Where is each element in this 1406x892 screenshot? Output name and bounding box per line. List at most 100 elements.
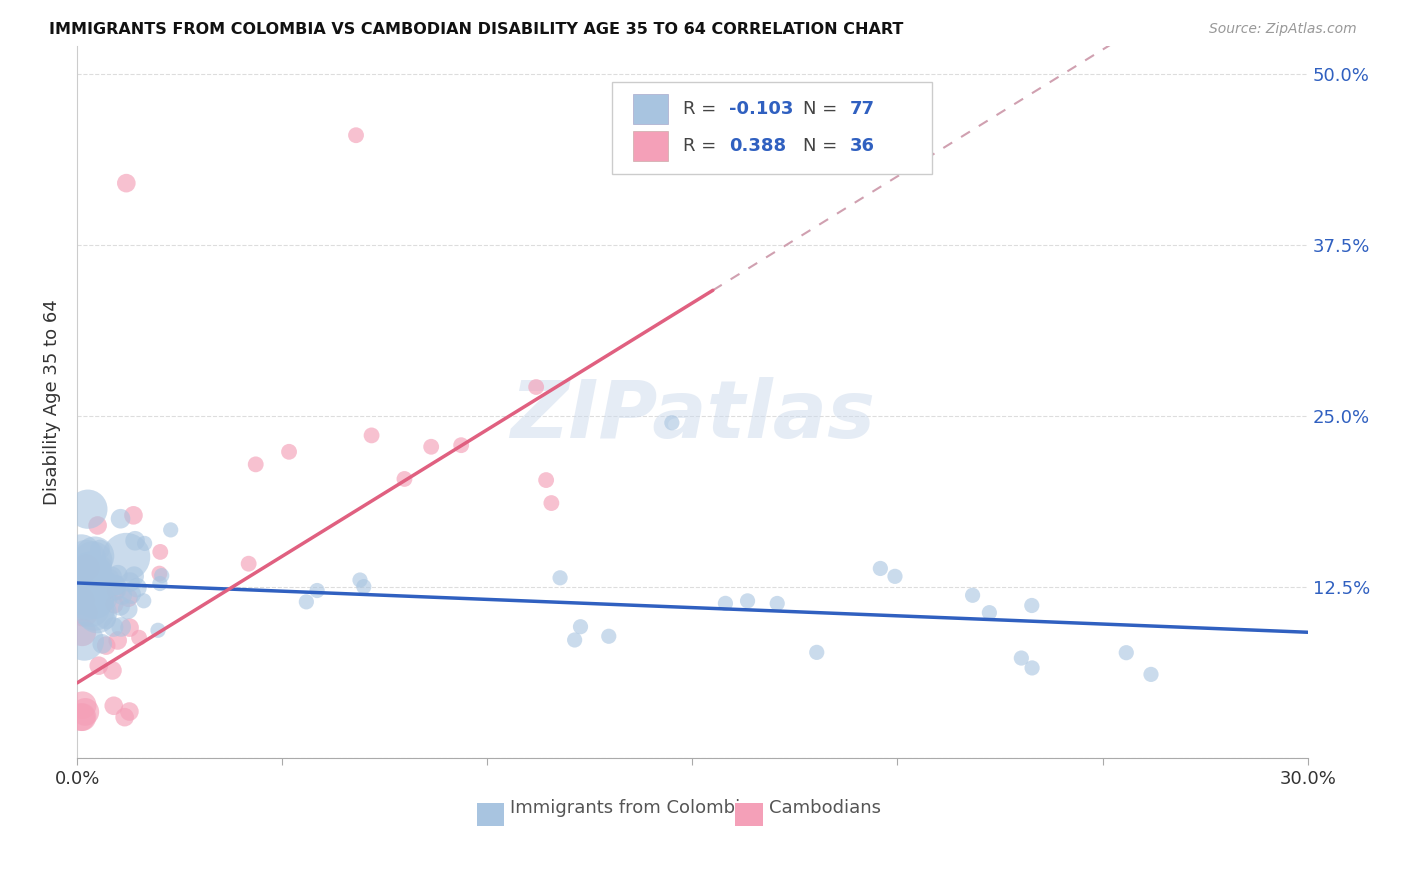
Point [122,569,145,583]
Point [149,545,172,559]
Point [76,593,98,607]
Point [115,549,138,564]
Point [73,634,96,648]
Point [114,710,136,724]
Point [132,594,155,608]
Point [120,587,142,601]
Point [103,698,125,713]
Point [70,593,93,607]
Point [110,512,132,526]
FancyBboxPatch shape [613,82,932,174]
Point [70,625,93,640]
Point [394,472,416,486]
Point [70,568,93,582]
Point [598,629,620,643]
Point [124,533,146,548]
Point [420,440,443,454]
Point [159,523,181,537]
Text: ZIPatlas: ZIPatlas [510,377,875,456]
Point [962,588,984,602]
Point [89,582,111,596]
Point [245,458,267,472]
Point [73,606,96,620]
Bar [633,94,668,124]
Point [714,596,737,610]
Point [105,578,128,592]
Point [94,574,117,589]
Point [91,583,114,598]
Point [101,664,124,678]
Point [89,542,111,557]
Point [118,705,141,719]
Point [450,438,472,452]
Point [524,380,547,394]
Point [101,569,124,583]
Text: R =: R = [682,136,721,155]
Point [344,128,367,143]
Point [1021,661,1043,675]
Point [91,637,114,651]
Text: R =: R = [682,100,721,118]
Point [80,574,103,588]
Point [564,632,586,647]
Point [82,554,104,568]
Point [540,496,562,510]
Point [103,597,125,611]
Point [806,645,828,659]
Point [83,604,105,618]
Point [146,624,169,638]
Point [110,620,132,634]
Point [307,583,329,598]
Point [1010,651,1032,665]
Bar [477,803,505,826]
Point [534,473,557,487]
Text: N =: N = [803,136,844,155]
Point [98,572,121,586]
Text: 0.388: 0.388 [730,136,786,155]
Point [128,631,150,645]
Point [117,602,139,616]
Text: N =: N = [803,100,844,118]
Point [111,588,134,602]
Bar [735,803,762,826]
Point [125,581,148,595]
Point [107,633,129,648]
Point [90,561,112,575]
Point [884,569,907,583]
Text: 77: 77 [849,100,875,118]
Point [548,571,571,585]
Text: Cambodians: Cambodians [769,799,880,817]
Point [766,597,789,611]
Point [79,564,101,578]
Point [349,573,371,587]
Point [238,557,260,571]
Point [122,508,145,523]
Point [79,600,101,615]
Point [110,599,132,613]
Point [87,658,110,673]
Point [103,620,125,634]
Text: IMMIGRANTS FROM COLOMBIA VS CAMBODIAN DISABILITY AGE 35 TO 64 CORRELATION CHART: IMMIGRANTS FROM COLOMBIA VS CAMBODIAN DI… [49,22,904,37]
Point [80,583,103,598]
Point [1021,599,1043,613]
Point [83,592,105,607]
Point [86,607,108,621]
Point [75,561,97,575]
Y-axis label: Disability Age 35 to 64: Disability Age 35 to 64 [44,300,60,505]
Point [1140,667,1163,681]
Point [96,639,118,653]
Point [353,580,375,594]
Point [76,502,98,516]
Point [115,176,138,190]
Point [91,559,114,574]
Point [86,518,108,533]
Point [117,591,139,605]
Point [1115,646,1137,660]
Point [70,710,93,724]
Point [105,583,128,598]
Point [150,568,173,582]
Point [70,547,93,561]
Point [83,591,105,606]
Point [94,612,117,626]
Point [107,567,129,582]
